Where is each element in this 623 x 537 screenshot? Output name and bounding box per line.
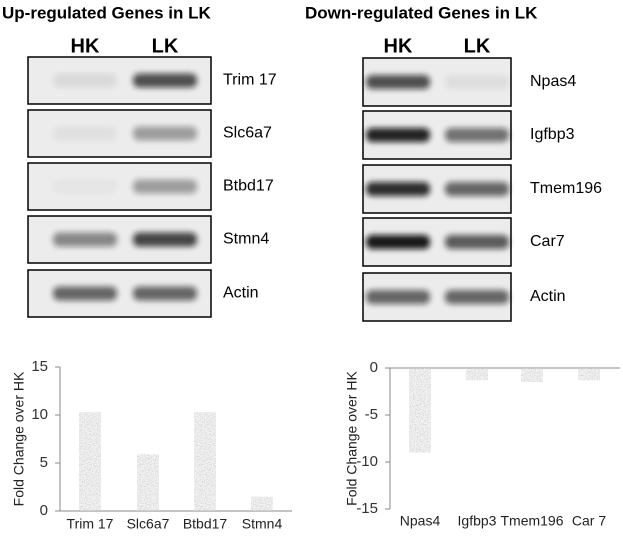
gel-band <box>53 180 117 194</box>
bar <box>521 368 543 383</box>
x-tick-label: Slc6a7 <box>127 516 170 532</box>
y-axis-label: Fold Change over HK <box>344 371 360 506</box>
bar <box>578 368 600 381</box>
gel-band <box>53 126 117 141</box>
bar <box>251 496 273 511</box>
y-tick-label: 10 <box>31 406 48 423</box>
gel-band <box>366 235 430 249</box>
y-tick-label: 0 <box>40 502 48 519</box>
gel-band <box>366 75 430 89</box>
bar <box>194 412 216 511</box>
gel-title: Down-regulated Genes in LK <box>305 3 538 22</box>
gel-band <box>53 286 117 301</box>
gene-label: Igfbp3 <box>530 126 575 143</box>
gel-band <box>445 128 509 142</box>
y-tick-label: -15 <box>356 500 378 517</box>
y-tick-label: 5 <box>40 454 48 471</box>
gel-band <box>133 73 197 88</box>
gel-band <box>445 290 509 304</box>
gel-band <box>133 179 197 194</box>
bar <box>466 368 488 381</box>
y-tick-label: -5 <box>365 406 378 423</box>
gene-label: Trim 17 <box>223 72 277 89</box>
lane-label: LK <box>152 35 179 57</box>
bar <box>409 368 431 453</box>
gel-band <box>445 182 509 196</box>
y-tick-label: -10 <box>356 453 378 470</box>
gene-label: Stmn4 <box>223 231 269 248</box>
y-tick-label: 0 <box>370 359 378 376</box>
gene-label: Actin <box>223 285 259 302</box>
gel-band <box>133 126 197 141</box>
gel-band <box>445 75 509 89</box>
gel-title: Up-regulated Genes in LK <box>2 3 211 22</box>
gel-band <box>53 73 117 88</box>
x-tick-label: Tmem196 <box>500 513 563 529</box>
bar <box>79 412 101 511</box>
x-tick-label: Trim 17 <box>67 516 114 532</box>
gel-band <box>366 182 430 196</box>
y-tick-label: 15 <box>31 358 48 375</box>
gene-label: Actin <box>530 288 566 305</box>
gel-band <box>445 235 509 249</box>
y-axis-label: Fold Change over HK <box>11 371 27 506</box>
gel-band <box>133 286 197 301</box>
x-tick-label: Btbd17 <box>183 516 228 532</box>
lane-label: LK <box>464 35 491 57</box>
gene-label: Tmem196 <box>530 180 602 197</box>
gene-label: Slc6a7 <box>223 125 272 142</box>
lane-label: HK <box>71 35 100 57</box>
lane-label: HK <box>384 35 413 57</box>
gel-band <box>366 128 430 142</box>
gel-band <box>133 232 197 247</box>
gene-label: Npas4 <box>530 73 576 90</box>
gene-label: Btbd17 <box>223 178 274 195</box>
gene-label: Car7 <box>530 233 565 250</box>
x-tick-label: Igfbp3 <box>458 513 497 529</box>
x-tick-label: Car 7 <box>572 513 606 529</box>
gel-band <box>366 290 430 304</box>
x-tick-label: Stmn4 <box>242 516 283 532</box>
gel-band <box>53 232 117 247</box>
x-tick-label: Npas4 <box>400 513 441 529</box>
bar <box>137 454 159 511</box>
